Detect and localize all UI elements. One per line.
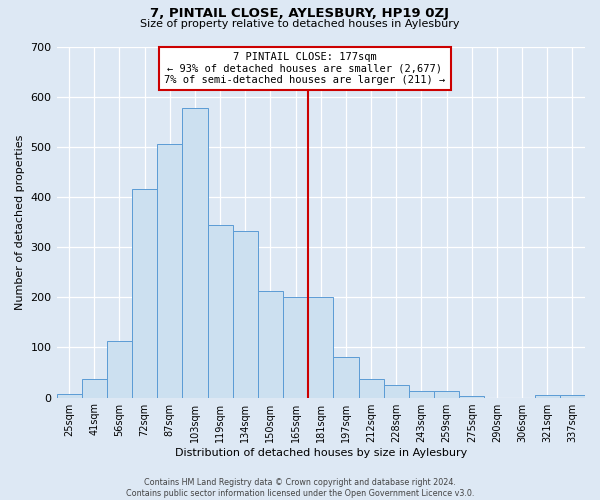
Bar <box>409 391 434 398</box>
Text: Size of property relative to detached houses in Aylesbury: Size of property relative to detached ho… <box>140 19 460 29</box>
Bar <box>82 379 107 398</box>
Bar <box>208 224 233 398</box>
Text: 7, PINTAIL CLOSE, AYLESBURY, HP19 0ZJ: 7, PINTAIL CLOSE, AYLESBURY, HP19 0ZJ <box>151 8 449 20</box>
Text: Contains HM Land Registry data © Crown copyright and database right 2024.
Contai: Contains HM Land Registry data © Crown c… <box>126 478 474 498</box>
Text: 7 PINTAIL CLOSE: 177sqm
← 93% of detached houses are smaller (2,677)
7% of semi-: 7 PINTAIL CLOSE: 177sqm ← 93% of detache… <box>164 52 446 85</box>
Bar <box>157 144 182 398</box>
Bar <box>182 108 208 398</box>
Bar <box>233 230 258 398</box>
Bar <box>334 358 359 398</box>
Bar <box>308 298 334 398</box>
Bar <box>560 395 585 398</box>
Bar <box>434 390 459 398</box>
Bar <box>56 394 82 398</box>
Bar <box>459 396 484 398</box>
Bar <box>107 341 132 398</box>
X-axis label: Distribution of detached houses by size in Aylesbury: Distribution of detached houses by size … <box>175 448 467 458</box>
Bar <box>283 297 308 398</box>
Bar <box>383 384 409 398</box>
Y-axis label: Number of detached properties: Number of detached properties <box>15 134 25 310</box>
Bar <box>132 190 157 398</box>
Bar <box>258 291 283 398</box>
Bar <box>535 395 560 398</box>
Bar <box>359 379 383 398</box>
